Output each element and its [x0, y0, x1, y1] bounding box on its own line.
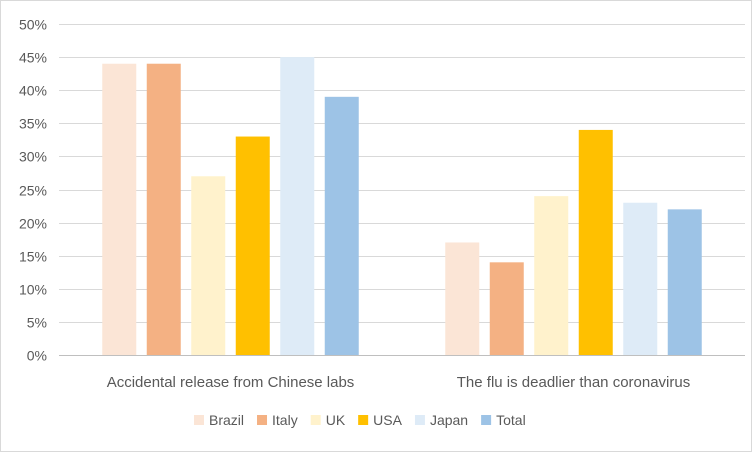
legend-swatch-total	[481, 415, 492, 425]
legend-swatch-japan	[414, 415, 425, 425]
y-tick-label: 10%	[19, 282, 47, 298]
bar-japan-2	[623, 202, 658, 355]
y-axis-tick-labels: 0% 5% 10% 15% 20% 25% 30% 35% 40% 45% 50%	[19, 17, 47, 364]
x-category-label: The flu is deadlier than coronavirus	[457, 374, 690, 391]
y-tick-label: 50%	[19, 17, 47, 33]
legend-label-total: Total	[496, 412, 526, 428]
legend: Brazil Italy UK USA Japan Total	[194, 412, 526, 428]
bar-italy-1	[146, 63, 181, 355]
bar-total-1	[324, 96, 359, 355]
bar-usa-2	[578, 129, 613, 355]
bar-brazil-2	[445, 242, 480, 355]
legend-swatch-italy	[257, 415, 268, 425]
y-tick-label: 0%	[27, 348, 47, 364]
y-tick-label: 15%	[19, 249, 47, 265]
legend-label-italy: Italy	[272, 412, 298, 428]
y-tick-label: 5%	[27, 315, 47, 331]
y-tick-label: 20%	[19, 216, 47, 232]
y-tick-label: 45%	[19, 50, 47, 66]
bar-uk-2	[534, 196, 569, 355]
legend-swatch-usa	[358, 415, 369, 425]
legend-label-usa: USA	[373, 412, 402, 428]
bar-uk-1	[191, 176, 226, 355]
y-tick-label: 35%	[19, 116, 47, 132]
bar-brazil-1	[102, 63, 137, 355]
legend-label-uk: UK	[326, 412, 346, 428]
legend-swatch-uk	[310, 415, 321, 425]
bars	[102, 57, 702, 355]
bar-total-2	[667, 209, 702, 355]
legend-label-brazil: Brazil	[209, 412, 244, 428]
bar-usa-1	[235, 136, 270, 355]
bar-italy-2	[489, 262, 524, 355]
bar-japan-1	[280, 57, 315, 355]
y-tick-label: 30%	[19, 149, 47, 165]
legend-label-japan: Japan	[430, 412, 468, 428]
legend-swatch-brazil	[194, 415, 204, 425]
x-axis: Accidental release from Chinese labs The …	[107, 374, 691, 391]
x-category-label: Accidental release from Chinese labs	[107, 374, 355, 391]
y-tick-label: 25%	[19, 183, 47, 199]
y-tick-label: 40%	[19, 83, 47, 99]
